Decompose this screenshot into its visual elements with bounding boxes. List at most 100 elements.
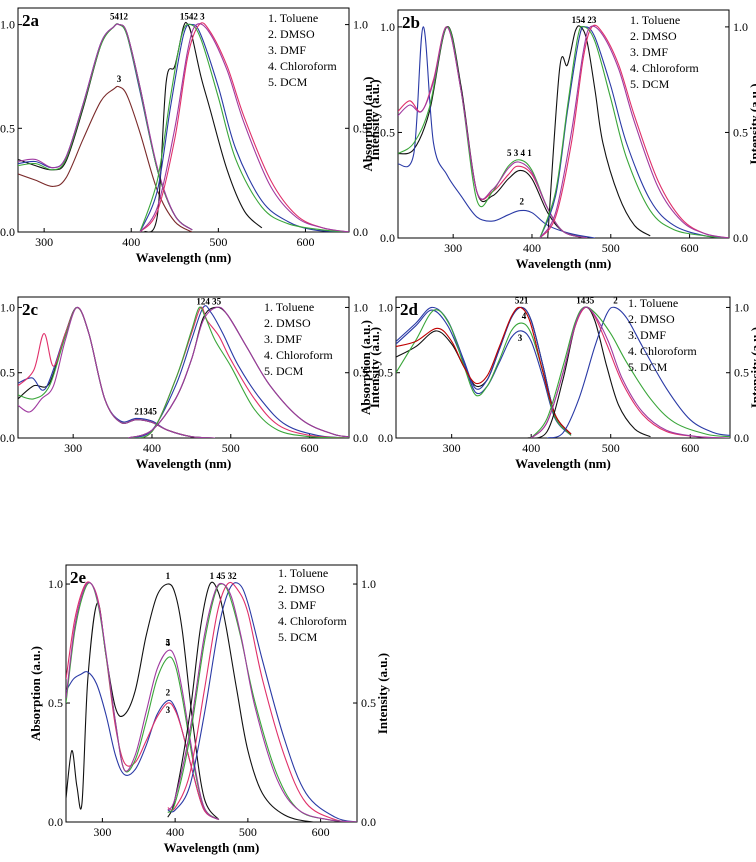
- peak-label: 2: [166, 688, 171, 698]
- peak-label: 2: [613, 295, 618, 305]
- y-tick-label-left: 0.5: [0, 121, 15, 135]
- series-em-2: [139, 23, 349, 232]
- legend-entry: 1. Toluene: [278, 566, 328, 580]
- series-abs-2: [398, 26, 596, 238]
- peak-label: 3: [518, 333, 523, 343]
- peak-label: 1: [166, 571, 171, 581]
- panel-2d: 300 400 500 600 0.0 0.5 1.0 0.0 0.5 1.0 Wavelength…: [358, 295, 756, 471]
- y-tick-label-left: 0.5: [378, 366, 393, 380]
- y-tick-label-left: 1.0: [378, 300, 393, 314]
- legend-entry: 4. Chloroform: [278, 614, 347, 628]
- legend-entry: 1. Toluene: [628, 296, 678, 310]
- series-abs-5: [398, 26, 588, 238]
- series-abs-1: [66, 583, 220, 820]
- x-tick-label: 600: [301, 441, 319, 455]
- series-em-4: [539, 25, 729, 238]
- y-tick-label-right: 0.5: [353, 366, 368, 380]
- series-em-1: [547, 25, 651, 238]
- x-tick-label: 300: [444, 241, 462, 255]
- legend-entry: 5. DCM: [264, 364, 304, 378]
- peak-label: 4: [166, 638, 171, 648]
- panel-label: 2c: [22, 300, 39, 319]
- plot-frame: [17, 7, 350, 233]
- legend-entry: 4. Chloroform: [264, 348, 333, 362]
- x-tick-label: 300: [64, 441, 82, 455]
- y-tick-label-right: 1.0: [353, 300, 368, 314]
- peak-label: 3: [166, 705, 171, 715]
- y-axis-title-left: Absorption (a.u.): [28, 646, 43, 741]
- x-tick-label: 500: [239, 825, 257, 839]
- y-tick-label-left: 1.0: [48, 577, 63, 591]
- x-tick-label: 500: [222, 441, 240, 455]
- series-em-2: [167, 582, 357, 822]
- peak-label: 21345: [134, 406, 157, 416]
- series-em-5: [539, 25, 729, 238]
- legend-entry: 4. Chloroform: [628, 344, 697, 358]
- y-tick-label-right: 0.0: [733, 231, 748, 245]
- legend-entry: 2. DMSO: [264, 316, 311, 330]
- plot-frame: [397, 9, 730, 239]
- x-tick-label: 600: [296, 235, 314, 249]
- series-em-5: [139, 23, 349, 232]
- y-tick-label-left: 0.0: [380, 231, 395, 245]
- x-axis-title: Wavelength (nm): [164, 840, 260, 855]
- x-axis-title: Wavelength (nm): [136, 456, 232, 471]
- panel-2a: 300 400 500 600 0.0 0.5 1.0 0.0 0.5 1.0 Wavelength…: [0, 7, 382, 265]
- series-group: [18, 305, 349, 438]
- legend-entry: 1. Toluene: [268, 11, 318, 25]
- y-tick-label-right: 1.0: [361, 577, 376, 591]
- y-tick-label-left: 1.0: [0, 300, 15, 314]
- series-abs-2: [396, 306, 572, 435]
- series-em-2: [128, 305, 349, 438]
- peak-label: 4: [522, 311, 527, 321]
- x-tick-label: 400: [143, 441, 161, 455]
- peak-label: 5: [166, 638, 171, 648]
- y-tick-label-left: 0.5: [48, 696, 63, 710]
- x-tick-label: 600: [681, 441, 699, 455]
- legend-entry: 5. DCM: [630, 77, 670, 91]
- peak-label: 3: [117, 74, 122, 84]
- legend-entry: 3. DMF: [268, 43, 306, 57]
- x-tick-label: 500: [602, 441, 620, 455]
- series-em-3: [128, 306, 349, 438]
- y-tick-label-right: 1.0: [733, 20, 748, 34]
- legend-entry: 5. DCM: [628, 360, 668, 374]
- x-axis-title: Wavelength (nm): [136, 250, 232, 265]
- y-tick-label-right: 0.5: [734, 366, 749, 380]
- legend-entry: 5. DCM: [268, 75, 308, 89]
- series-abs-5: [18, 23, 193, 231]
- series-abs-5: [66, 581, 220, 821]
- plot-frame: [395, 296, 731, 439]
- legend-entry: 4. Chloroform: [630, 61, 699, 75]
- series-em-1: [167, 581, 350, 822]
- x-axis-title: Wavelength (nm): [515, 456, 611, 471]
- panel-label: 2b: [402, 13, 420, 32]
- series-group: [18, 21, 349, 232]
- legend-entry: 5. DCM: [278, 630, 318, 644]
- y-tick-label-left: 1.0: [380, 20, 395, 34]
- y-tick-label-right: 0.5: [733, 125, 748, 139]
- peak-label: 154 23: [572, 15, 597, 25]
- series-em-3: [139, 22, 349, 232]
- y-tick-label-right: 1.0: [734, 300, 749, 314]
- x-axis-title: Wavelength (nm): [516, 256, 612, 271]
- y-axis-title-right: Intensity (a.u.): [367, 79, 382, 160]
- y-tick-label-right: 1.0: [353, 18, 368, 32]
- y-axis-title-right: Intensity (a.u.): [747, 83, 756, 164]
- y-axis-title-right: Intensity (a.u.): [748, 327, 756, 408]
- plot-frame: [65, 564, 358, 823]
- y-tick-label-right: 0.5: [353, 121, 368, 135]
- series-em-5: [128, 306, 349, 438]
- y-axis-title-left: Absorption (a.u.): [360, 77, 375, 172]
- x-tick-label: 400: [523, 241, 541, 255]
- y-tick-label-right: 0.0: [734, 431, 749, 445]
- legend-entry: 1. Toluene: [630, 13, 680, 27]
- y-tick-label-left: 0.5: [0, 366, 15, 380]
- x-tick-label: 500: [602, 241, 620, 255]
- peak-label: 1 45 32: [210, 571, 238, 581]
- y-tick-label-left: 0.0: [378, 431, 393, 445]
- series-abs-5: [18, 306, 216, 438]
- series-abs-5: [396, 306, 572, 435]
- series-em-5: [167, 582, 357, 822]
- series-group: [66, 581, 357, 822]
